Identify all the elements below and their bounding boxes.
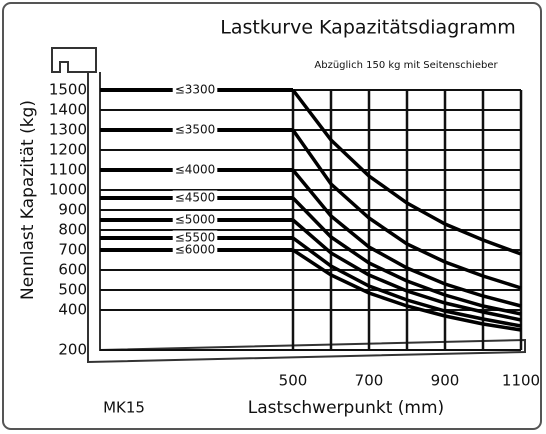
label-background (172, 242, 218, 257)
series-label: ≤5500 (175, 231, 216, 245)
series-label: ≤5000 (175, 213, 216, 227)
load-curve (291, 88, 522, 256)
model-label: MK15 (103, 399, 145, 417)
y-tick-label: 1500 (49, 81, 87, 99)
y-tick-label: 1400 (49, 101, 87, 119)
y-tick-label: 1000 (49, 181, 87, 199)
y-tick-label: 700 (58, 241, 87, 259)
series-label: ≤4500 (175, 191, 216, 205)
load-curve (291, 236, 522, 328)
label-background (172, 162, 218, 177)
label-background (172, 82, 218, 97)
load-curve (291, 218, 522, 322)
plot: 1500 1400 1300 1200 1100 1000 900 800 700 600 500 4… (49, 81, 540, 390)
y-tick-label: 1100 (49, 161, 87, 179)
y-tick-label: 1300 (49, 121, 87, 139)
chart-subtitle: Abzüglich 150 kg mit Seitenschieber (314, 60, 498, 71)
series-label: ≤6000 (175, 243, 216, 257)
load-curve (291, 128, 522, 290)
x-axis-label: Lastschwerpunkt (mm) (248, 398, 444, 418)
y-tick-label: 900 (58, 201, 87, 219)
label-background (172, 212, 218, 227)
y-tick-label: 500 (58, 281, 87, 299)
fork-carriage (51, 47, 97, 73)
x-tick-label: 1100 (502, 372, 540, 390)
x-tick-label: 500 (279, 372, 308, 390)
label-background (172, 190, 218, 205)
load-curve (291, 196, 522, 316)
fork-blade (87, 72, 526, 364)
y-tick-label: 200 (58, 341, 87, 359)
y-tick-label: 1200 (49, 141, 87, 159)
y-axis-label: Nennlast Kapazität (kg) (18, 100, 38, 300)
y-tick-label: 600 (58, 261, 87, 279)
chart-title: Lastkurve Kapazitätsdiagramm (220, 17, 516, 39)
series-label: ≤3300 (175, 83, 216, 97)
y-tick-label: 800 (58, 221, 87, 239)
load-curve (292, 248, 522, 332)
load-curve (291, 168, 522, 308)
label-background (172, 122, 218, 137)
series-label: ≤3500 (175, 123, 216, 137)
x-tick-label: 900 (431, 372, 460, 390)
x-tick-label: 700 (355, 372, 384, 390)
y-tick-label: 400 (58, 301, 87, 319)
series-label: ≤4000 (175, 163, 216, 177)
label-background (172, 230, 218, 245)
